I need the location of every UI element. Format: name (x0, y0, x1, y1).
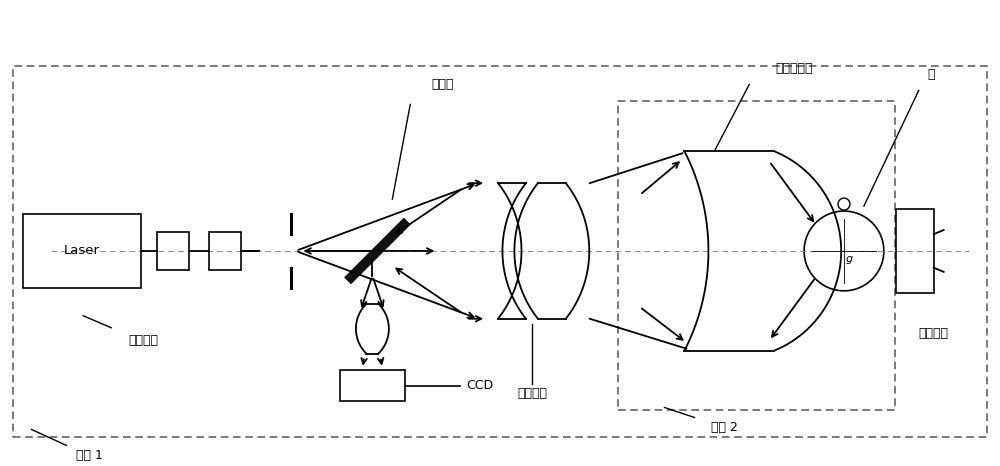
Bar (23, 214, 141, 288)
Bar (340, 370, 405, 402)
Text: g: g (845, 254, 853, 264)
Text: 空间滤波: 空间滤波 (128, 334, 158, 347)
Polygon shape (345, 218, 410, 284)
Text: 虚框 2: 虚框 2 (711, 421, 738, 434)
Text: 准直物镜: 准直物镜 (517, 387, 547, 400)
Text: Laser: Laser (64, 245, 100, 257)
Bar (13, 67, 987, 438)
Text: 球面补偿镜: 球面补偿镜 (775, 62, 813, 75)
Bar (209, 232, 241, 270)
Text: 夹具系统: 夹具系统 (919, 327, 949, 340)
Bar (896, 209, 934, 293)
Text: 球: 球 (927, 68, 934, 81)
Bar (157, 232, 189, 270)
Text: CCD: CCD (467, 379, 494, 392)
Text: 分光镜: 分光镜 (431, 78, 453, 91)
Text: 虚框 1: 虚框 1 (76, 449, 103, 462)
Bar (618, 102, 895, 411)
